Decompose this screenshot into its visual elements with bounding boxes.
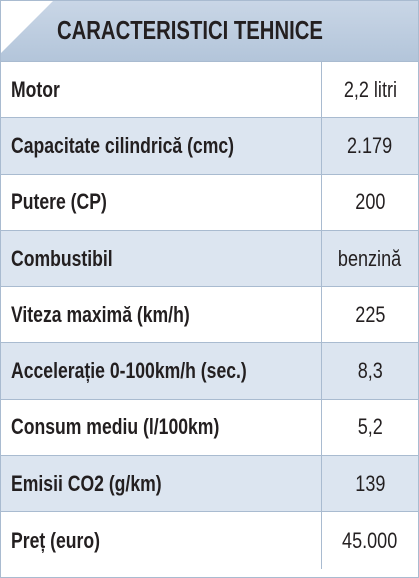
value-cell: 225 [322, 287, 418, 342]
header-triangle [1, 1, 53, 53]
label-text: Capacitate cilindrică (cmc) [11, 132, 235, 158]
label-text: Emisii CO2 (g/km) [11, 470, 162, 496]
value-cell: 200 [322, 175, 418, 230]
value-cell: 5,2 [322, 400, 418, 455]
value-cell: 139 [322, 456, 418, 511]
label-cell: Putere (CP) [1, 174, 322, 230]
value-text: 2,2 litri [343, 76, 397, 102]
label-text: Putere (CP) [11, 189, 107, 215]
value-cell: 8,3 [322, 343, 418, 398]
value-text: 5,2 [357, 414, 383, 440]
value-text: 225 [354, 301, 386, 327]
table-row: Emisii CO2 (g/km) 139 [1, 456, 418, 513]
value-cell: 45.000 [322, 512, 418, 568]
table-row: Preț (euro) 45.000 [1, 512, 418, 569]
value-cell: benzină [322, 231, 418, 286]
label-text: Viteza maximă (km/h) [11, 301, 190, 327]
label-cell: Consum mediu (l/100km) [1, 399, 322, 456]
label-cell: Combustibil [1, 230, 322, 287]
table-row: Consum mediu (l/100km) 5,2 [1, 399, 418, 457]
table-row: Combustibil benzină [1, 230, 418, 288]
value-text: benzină [338, 245, 402, 271]
value-text: 139 [354, 470, 386, 496]
label-cell: Motor [1, 62, 322, 118]
value-cell: 2.179 [322, 118, 418, 173]
table-header: CARACTERISTICI TEHNICE [1, 1, 418, 62]
label-text: Accelerație 0-100km/h (sec.) [11, 358, 247, 384]
label-cell: Preț (euro) [1, 512, 322, 569]
label-text: Preț (euro) [11, 527, 100, 553]
table-body: Motor 2,2 litri Capacitate cilindrică (cmc… [1, 62, 418, 569]
value-text: 200 [354, 189, 386, 215]
label-cell: Viteza maximă (km/h) [1, 287, 322, 343]
label-cell: Capacitate cilindrică (cmc) [1, 118, 322, 174]
value-text: 2.179 [347, 132, 393, 158]
table-row: Putere (CP) 200 [1, 174, 418, 231]
label-text: Combustibil [11, 245, 113, 271]
value-text: 45.000 [342, 527, 398, 553]
table-row: Viteza maximă (km/h) 225 [1, 287, 418, 344]
table-row: Accelerație 0-100km/h (sec.) 8,3 [1, 343, 418, 400]
header-title: CARACTERISTICI TEHNICE [57, 15, 323, 45]
label-cell: Accelerație 0-100km/h (sec.) [1, 343, 322, 399]
table-row: Motor 2,2 litri [1, 62, 418, 119]
value-cell: 2,2 litri [322, 62, 418, 117]
value-text: 8,3 [357, 358, 383, 384]
label-cell: Emisii CO2 (g/km) [1, 456, 322, 512]
label-text: Motor [11, 76, 60, 102]
label-text: Consum mediu (l/100km) [11, 414, 220, 440]
table-row: Capacitate cilindrică (cmc) 2.179 [1, 118, 418, 175]
